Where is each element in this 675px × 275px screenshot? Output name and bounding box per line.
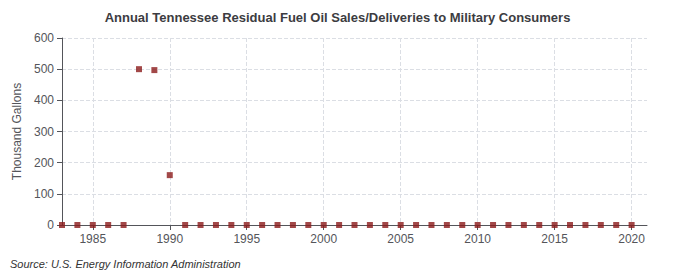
svg-text:200: 200 — [34, 156, 54, 170]
svg-text:2000: 2000 — [310, 232, 337, 246]
svg-text:100: 100 — [34, 187, 54, 201]
svg-text:400: 400 — [34, 93, 54, 107]
svg-text:2020: 2020 — [618, 232, 645, 246]
svg-text:2015: 2015 — [541, 232, 568, 246]
svg-text:1990: 1990 — [156, 232, 183, 246]
svg-text:2005: 2005 — [387, 232, 414, 246]
svg-text:Annual Tennessee Residual Fuel: Annual Tennessee Residual Fuel Oil Sales… — [105, 10, 571, 25]
svg-text:600: 600 — [34, 31, 54, 45]
svg-text:1985: 1985 — [79, 232, 106, 246]
svg-text:300: 300 — [34, 125, 54, 139]
svg-text:500: 500 — [34, 62, 54, 76]
svg-text:0: 0 — [47, 218, 54, 232]
svg-text:1995: 1995 — [233, 232, 260, 246]
svg-text:Source: U.S. Energy Informatio: Source: U.S. Energy Information Administ… — [10, 258, 241, 270]
svg-text:Thousand Gallons: Thousand Gallons — [10, 83, 24, 180]
svg-text:2010: 2010 — [464, 232, 491, 246]
